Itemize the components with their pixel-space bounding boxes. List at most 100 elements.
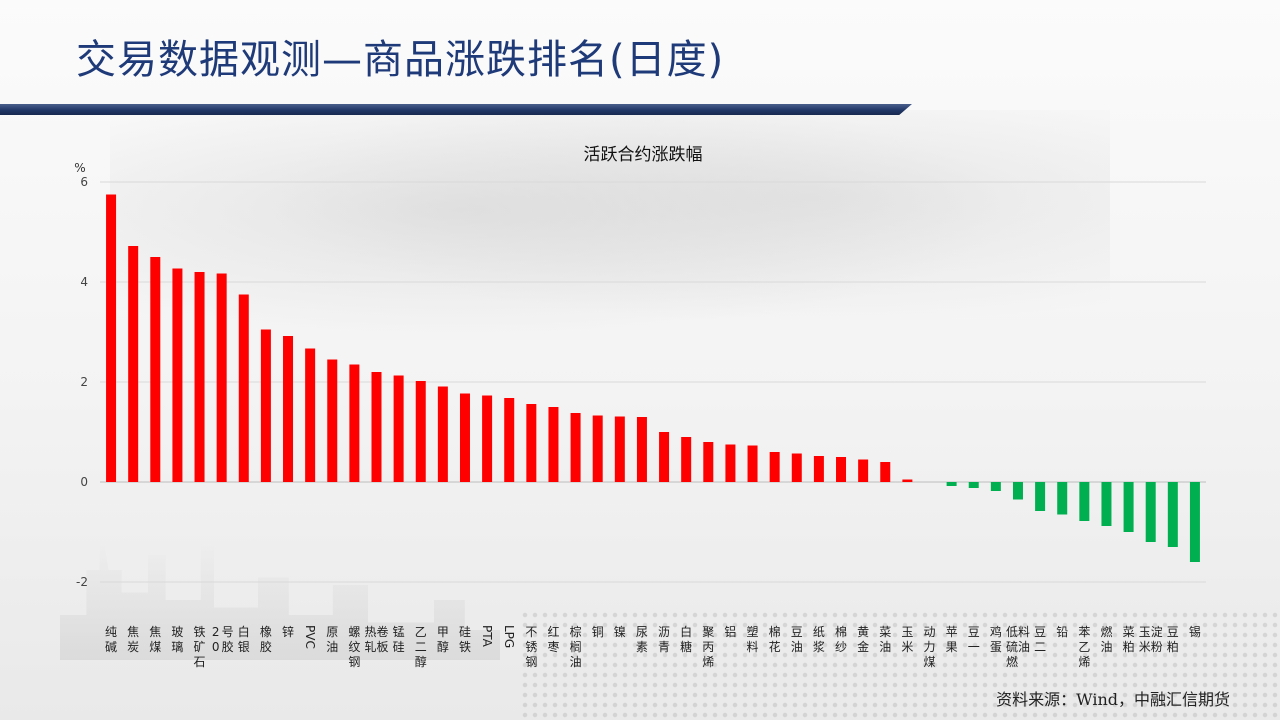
- bar: [813, 456, 824, 482]
- bar: [836, 457, 847, 482]
- y-tick-label: 2: [80, 375, 88, 389]
- bar: [526, 404, 537, 482]
- page-title: 交易数据观测—商品涨跌排名(日度): [76, 37, 725, 83]
- x-tick-label: 乙二醇: [415, 625, 427, 669]
- bar: [393, 375, 404, 482]
- x-tick-label: PTA: [480, 625, 494, 648]
- x-tick-label: 热轧卷板: [364, 624, 388, 654]
- bar: [791, 453, 802, 482]
- x-tick-label: 铝: [724, 624, 736, 639]
- source-note: 资料来源：Wind，中融汇信期货: [996, 690, 1230, 709]
- x-tick-label: 玻璃: [171, 625, 183, 654]
- x-tick-label: 焦煤: [149, 625, 161, 654]
- bar: [216, 273, 227, 482]
- x-tick-label: 苹果: [946, 625, 958, 654]
- x-tick-label: 不锈钢: [525, 625, 537, 669]
- background-world-map: [110, 110, 1110, 360]
- bar: [504, 398, 515, 482]
- bar: [1189, 482, 1200, 562]
- bar: [858, 459, 869, 482]
- bar: [902, 479, 913, 482]
- x-tick-label: 低硫燃料油: [1006, 625, 1030, 669]
- x-tick-label: 橡胶: [260, 625, 272, 654]
- bar: [482, 395, 493, 482]
- x-tick-label: 螺纹钢: [348, 625, 360, 669]
- x-tick-label: 聚丙烯: [702, 625, 714, 669]
- y-tick-label: -2: [76, 575, 88, 589]
- y-tick-label: 4: [80, 275, 88, 289]
- x-tick-label: 豆粕: [1167, 625, 1179, 654]
- bar: [548, 407, 559, 482]
- bar: [415, 381, 426, 482]
- x-tick-label: 焦炭: [127, 625, 139, 654]
- x-tick-label: 沥青: [658, 625, 670, 654]
- bar: [172, 268, 183, 482]
- bar: [968, 482, 979, 488]
- x-tick-label: 燃油: [1100, 624, 1112, 654]
- x-tick-label: 菜粕: [1123, 625, 1135, 654]
- x-tick-label: 菜油: [879, 625, 891, 654]
- bar: [659, 432, 670, 482]
- bar: [703, 442, 714, 482]
- bar: [1035, 482, 1046, 511]
- x-tick-label: 纯碱: [105, 625, 117, 654]
- bar: [260, 329, 271, 482]
- bar: [327, 359, 338, 482]
- bar: [1057, 482, 1068, 515]
- x-tick-label: 铁矿石: [194, 625, 206, 669]
- y-tick-label: 0: [80, 475, 88, 489]
- x-tick-label: 棉纱: [835, 625, 847, 654]
- bar: [1145, 482, 1156, 542]
- bar: [305, 348, 316, 482]
- x-tick-label: 2 0号胶: [212, 625, 234, 654]
- x-tick-label: 白银: [238, 624, 250, 654]
- x-tick-label: 鸡蛋: [990, 624, 1002, 654]
- x-tick-label: 甲醇: [437, 625, 449, 654]
- chart-title: 活跃合约涨跌幅: [584, 145, 703, 165]
- bar: [725, 444, 736, 482]
- x-tick-label: 豆一: [968, 625, 980, 654]
- x-tick-label: 玉米: [901, 625, 913, 654]
- bar: [880, 462, 891, 482]
- bar: [614, 416, 625, 482]
- x-tick-label: 锰硅: [393, 624, 405, 654]
- x-tick-label: 动力煤: [923, 625, 935, 669]
- bar: [150, 257, 161, 482]
- x-tick-label: PVC: [303, 625, 317, 649]
- background-dot-pattern: [520, 610, 1280, 720]
- bar: [1101, 482, 1112, 526]
- bar: [1167, 482, 1178, 547]
- x-tick-label: 原油: [326, 625, 338, 654]
- bar: [349, 364, 360, 482]
- x-tick-label: LPG: [502, 625, 516, 648]
- x-tick-label: 苯乙烯: [1078, 625, 1090, 669]
- bar: [1123, 482, 1134, 532]
- x-tick-label: 铅: [1056, 625, 1068, 639]
- bar: [769, 452, 780, 482]
- y-axis-unit-label: %: [74, 161, 85, 175]
- x-tick-label: 锌: [282, 625, 294, 639]
- x-tick-label: 红枣: [547, 624, 559, 654]
- bar: [946, 482, 957, 486]
- x-tick-label: 豆油: [791, 625, 803, 654]
- x-tick-label: 铜: [592, 624, 604, 639]
- x-tick-label: 棕榈油: [570, 624, 582, 669]
- x-tick-label: 白糖: [680, 624, 692, 654]
- bar: [128, 246, 139, 482]
- x-tick-label: 玉米淀粉: [1139, 625, 1163, 654]
- bar: [636, 417, 647, 482]
- title-underline-bar: [0, 104, 912, 115]
- bar: [990, 482, 1001, 491]
- y-tick-label: 6: [80, 175, 88, 189]
- bar: [371, 372, 382, 482]
- bar: [194, 272, 205, 482]
- x-tick-label: 塑料: [747, 624, 759, 654]
- bar: [283, 336, 294, 482]
- bar: [238, 294, 249, 482]
- x-tick-label: 纸浆: [813, 625, 825, 654]
- x-tick-label: 尿素: [636, 625, 648, 654]
- bar: [1079, 482, 1090, 521]
- bar: [592, 415, 603, 482]
- x-tick-label: 镍: [614, 625, 626, 639]
- x-tick-label: 棉花: [769, 625, 781, 654]
